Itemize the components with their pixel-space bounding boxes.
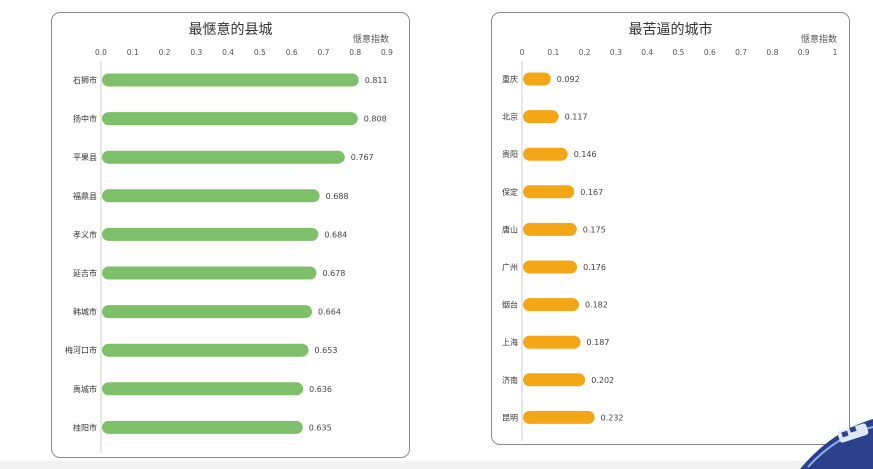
x-tick-label: 0.7: [735, 48, 747, 57]
x-tick-label: 0.4: [641, 48, 653, 57]
chart-title-left: 最惬意的县城: [188, 22, 273, 38]
bar: [102, 305, 313, 319]
bar: [523, 260, 578, 274]
bar: [523, 410, 595, 424]
x-tick-label: 0.2: [159, 48, 171, 57]
x-tick-label: 0.9: [798, 48, 810, 57]
data-label: 0.117: [565, 113, 588, 122]
x-tick-label: 0.8: [349, 48, 361, 57]
x-tick-label: 0.6: [704, 48, 716, 57]
x-tick-label: 0.1: [127, 48, 139, 57]
bar: [102, 266, 317, 280]
bar: [102, 343, 309, 357]
x-tick-label: 0.8: [766, 48, 778, 57]
x-tick-label: 0.1: [547, 48, 559, 57]
category-label: 唐山: [502, 224, 518, 234]
x-tick-label: 0.5: [254, 48, 266, 57]
data-label: 0.092: [557, 75, 580, 84]
data-label: 0.167: [580, 188, 603, 197]
bar: [523, 298, 579, 312]
x-axis-title-left: 惬意指数: [352, 35, 389, 45]
bar: [523, 222, 577, 236]
data-label: 0.232: [601, 413, 624, 422]
data-label: 0.635: [309, 423, 332, 432]
bottom-strip: [0, 461, 873, 469]
data-label: 0.767: [351, 153, 374, 162]
x-tick-label: 0.9: [381, 48, 393, 57]
data-label: 0.664: [318, 308, 341, 317]
data-label: 0.175: [583, 225, 606, 234]
category-label: 禹城市: [73, 384, 97, 394]
category-label: 重庆: [502, 74, 518, 84]
data-label: 0.187: [587, 338, 610, 347]
chart-panel-left: 最惬意的县城 惬意指数 0.0 0.1 0.2 0.3 0.4 0.5 0.6 0.7 0.8 0…: [51, 12, 410, 458]
category-label: 北京: [502, 112, 518, 122]
x-tick-label: 0.0: [95, 48, 107, 57]
data-label: 0.636: [309, 385, 332, 394]
category-label: 上海: [502, 337, 518, 347]
data-label: 0.176: [583, 263, 606, 272]
train-corner-icon: [800, 419, 873, 469]
category-label: 韩城市: [73, 307, 97, 317]
bar: [102, 420, 303, 434]
category-label: 济南: [502, 375, 518, 385]
data-label: 0.202: [591, 376, 614, 385]
x-axis-title-right: 惬意指数: [800, 35, 837, 45]
data-label: 0.808: [364, 115, 387, 124]
x-tick-label: 0.3: [190, 48, 202, 57]
bar-chart-right: 0 0.1 0.2 0.3 0.4 0.5 0.6 0.7 0.8 0.9 1 重庆 0.092 北京 0.…: [502, 48, 838, 441]
bar: [102, 112, 358, 126]
x-tick-label: 0.3: [610, 48, 622, 57]
category-label: 平果县: [73, 153, 97, 162]
chart-panel-right: 最苦逼的城市 惬意指数 0 0.1 0.2 0.3 0.4 0.5 0.6 0.7 0.8 0.9…: [491, 12, 850, 445]
bar: [102, 382, 304, 396]
bar: [523, 110, 559, 124]
x-tick-label: 0.4: [222, 48, 234, 57]
data-label: 0.146: [574, 150, 597, 159]
bar-chart-left: 0.0 0.1 0.2 0.3 0.4 0.5 0.6 0.7 0.8 0.9 石狮市 0.811 扬中…: [65, 48, 393, 453]
category-label: 烟台: [502, 300, 518, 310]
category-label: 广州: [502, 262, 518, 272]
category-label: 福鼎县: [73, 192, 97, 201]
x-tick-label: 0.5: [673, 48, 685, 57]
data-label: 0.678: [322, 269, 345, 278]
x-tick-label: 1: [833, 48, 838, 57]
category-label: 扬中市: [73, 114, 97, 124]
x-tick-label: 0: [520, 48, 525, 57]
bar: [523, 335, 581, 349]
bar: [102, 73, 359, 87]
data-label: 0.811: [365, 76, 388, 85]
category-label: 昆明: [502, 413, 518, 422]
x-tick-label: 0.2: [579, 48, 591, 57]
bar: [102, 227, 319, 241]
x-tick-label: 0.6: [286, 48, 298, 57]
category-label: 保定: [502, 187, 518, 197]
bar: [523, 373, 586, 387]
bar: [523, 185, 575, 199]
bar: [523, 72, 551, 86]
data-label: 0.684: [324, 230, 347, 239]
category-label: 梅河口市: [65, 345, 97, 355]
data-label: 0.688: [326, 192, 349, 201]
bar: [102, 150, 345, 164]
category-label: 桂阳市: [73, 422, 97, 432]
category-label: 孝义市: [73, 229, 97, 239]
chart-title-right: 最苦逼的城市: [628, 22, 713, 38]
bar: [523, 147, 568, 161]
category-label: 延吉市: [73, 268, 97, 278]
bar: [102, 189, 320, 203]
x-tick-label: 0.7: [317, 48, 329, 57]
data-label: 0.653: [315, 346, 338, 355]
category-label: 石狮市: [73, 75, 97, 85]
category-label: 贵阳: [502, 149, 518, 159]
data-label: 0.182: [585, 301, 608, 310]
